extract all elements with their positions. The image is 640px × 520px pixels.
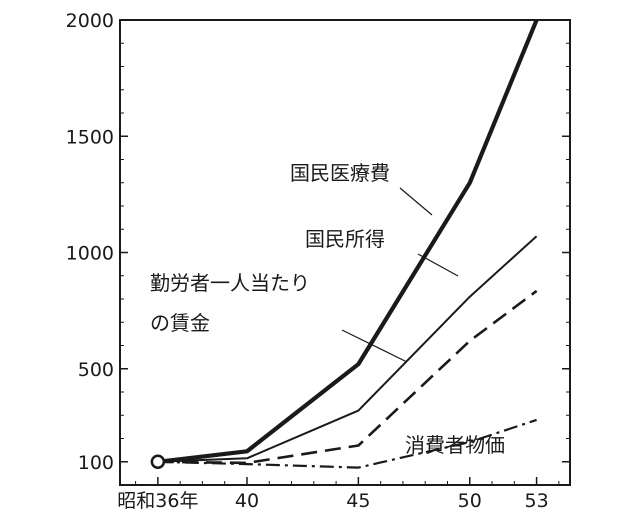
y-tick-label: 100 <box>78 452 114 474</box>
x-tick-label: 昭和36年 <box>117 490 198 512</box>
x-axis-ticks: 昭和36年 40 45 50 53 <box>117 477 560 512</box>
y-tick-label: 500 <box>78 359 114 381</box>
label-cpi: 消費者物価 <box>405 433 505 457</box>
y-tick-label: 1000 <box>66 243 114 265</box>
label-income: 国民所得 <box>305 227 385 251</box>
y-axis-ticks: 100 500 1000 1500 2000 <box>66 10 570 474</box>
series-line-1 <box>157 235 538 463</box>
x-tick-label: 45 <box>346 490 370 512</box>
series-layer <box>150 19 539 469</box>
x-tick-label: 40 <box>235 490 259 512</box>
series-line-0 <box>157 19 539 464</box>
label-wage-line2: の賃金 <box>150 311 210 335</box>
x-tick-label: 50 <box>458 490 482 512</box>
label-medical: 国民医療費 <box>290 161 390 185</box>
leader-medical <box>399 187 433 216</box>
x-tick-label: 53 <box>524 490 548 512</box>
series-line-3 <box>157 418 537 469</box>
leader-wage <box>341 329 408 363</box>
y-tick-label: 2000 <box>66 10 114 32</box>
label-wage-line1: 勤労者一人当たり <box>150 271 310 295</box>
origin-point <box>150 454 166 469</box>
y-tick-label: 1500 <box>66 126 114 148</box>
leader-income <box>417 253 459 277</box>
